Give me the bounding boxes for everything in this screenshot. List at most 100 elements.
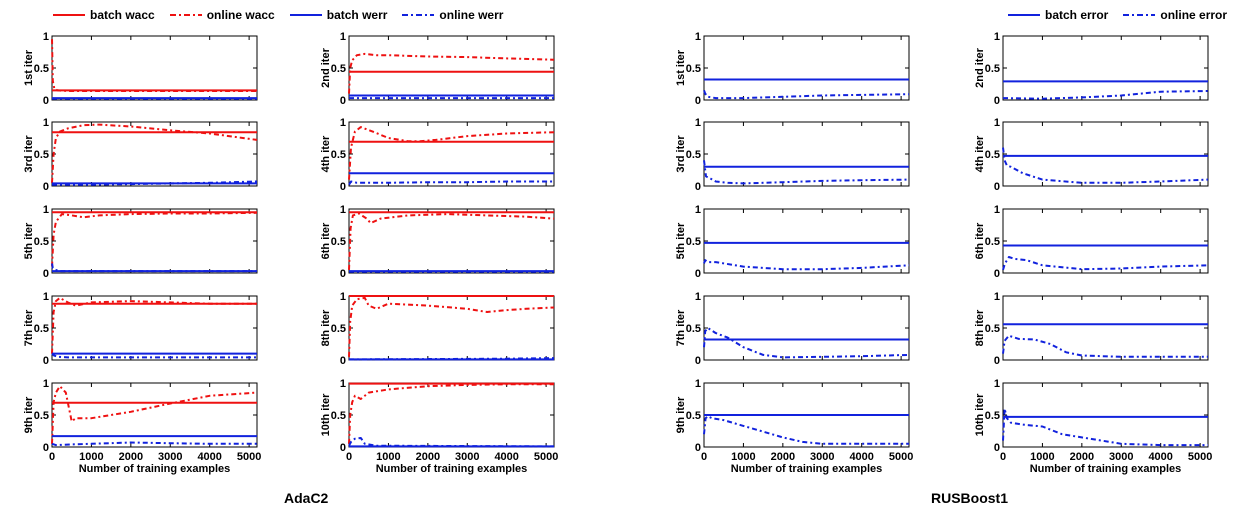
panel-ylabel: 8th iter — [320, 309, 332, 346]
y-tick-label: 0.5 — [686, 410, 701, 422]
axes-box — [348, 35, 555, 101]
subplot-panel: 0 0.5 1 5th iter — [23, 204, 258, 280]
subplot-panel: 0 0.5 1 5th iter — [675, 204, 910, 280]
y-tick-label: 0 — [340, 355, 346, 367]
subplot-panel: 0 0.5 1 0 1000 2000 3000 4000 5000 10th iter Numbe… — [320, 378, 558, 475]
x-tick-label: 1000 — [731, 451, 755, 463]
series-line — [703, 327, 910, 359]
panel-ylabel: 1st iter — [675, 49, 687, 86]
panel-ylabel: 4th iter — [974, 135, 986, 172]
y-tick-label: 0.5 — [686, 323, 701, 335]
legend-swatch — [1008, 14, 1040, 16]
panel-ylabel: 9th iter — [675, 396, 687, 433]
panel-ylabel: 6th iter — [320, 222, 332, 259]
y-tick-label: 0.5 — [985, 236, 1000, 248]
series-line — [348, 212, 555, 270]
series-line — [348, 383, 554, 444]
y-tick-label: 1 — [695, 291, 701, 303]
x-axis-label: Number of training examples — [79, 463, 231, 475]
panel-ylabel: 2nd iter — [974, 47, 986, 87]
chart-title-rusboost1: RUSBoost1 — [931, 490, 1009, 506]
series-line — [1002, 256, 1209, 271]
y-tick-label: 1 — [340, 117, 346, 129]
x-axis-label: Number of training examples — [1030, 463, 1182, 475]
y-tick-label: 1 — [994, 204, 1000, 216]
x-tick-label: 3000 — [158, 451, 182, 463]
x-tick-label: 2000 — [1070, 451, 1094, 463]
y-tick-label: 0 — [695, 95, 701, 107]
y-tick-label: 1 — [43, 291, 49, 303]
y-tick-label: 1 — [695, 204, 701, 216]
y-tick-label: 0 — [695, 355, 701, 367]
subplot-panel: 0 0.5 1 7th iter — [23, 291, 258, 367]
y-tick-label: 0 — [994, 95, 1000, 107]
series-line — [703, 90, 910, 100]
panel-ylabel: 2nd iter — [320, 47, 332, 87]
x-tick-label: 1000 — [376, 451, 400, 463]
series-line — [348, 52, 555, 94]
subplot-panel: 0 0.5 1 2nd iter — [974, 31, 1209, 107]
panel-ylabel: 10th iter — [974, 393, 986, 437]
y-tick-label: 0 — [43, 442, 49, 454]
axes-box — [348, 382, 555, 448]
subplot-panel: 0 0.5 1 0 1000 2000 3000 4000 5000 10th iter Numbe… — [974, 378, 1212, 475]
series-line — [348, 126, 555, 180]
legend-label: online error — [1160, 8, 1228, 22]
panel-ylabel: 3rd iter — [23, 135, 35, 173]
series-line — [52, 180, 258, 186]
subplot-panel: 0 0.5 1 6th iter — [974, 204, 1209, 280]
axes-box — [1002, 121, 1209, 187]
axes-box — [51, 295, 258, 361]
series-line — [703, 160, 910, 185]
x-tick-label: 4000 — [494, 451, 518, 463]
axes-box — [348, 295, 555, 361]
series-line — [1002, 147, 1209, 184]
y-tick-label: 1 — [994, 31, 1000, 43]
legend-swatch — [289, 14, 322, 16]
series-line — [1002, 334, 1208, 358]
legend-swatch — [53, 14, 85, 16]
subplot-panel: 0 0.5 1 6th iter — [320, 204, 555, 280]
legend-item: online wacc — [169, 8, 275, 22]
y-tick-label: 0.5 — [985, 323, 1000, 335]
series-line — [51, 352, 257, 359]
x-tick-label: 2000 — [771, 451, 795, 463]
y-tick-label: 1 — [994, 117, 1000, 129]
y-tick-label: 1 — [43, 31, 49, 43]
y-tick-label: 0 — [340, 181, 346, 193]
series-line — [51, 211, 258, 267]
y-tick-label: 0.5 — [331, 149, 346, 161]
x-tick-label: 5000 — [237, 451, 261, 463]
x-axis-label: Number of training examples — [376, 463, 528, 475]
panel-ylabel: 6th iter — [974, 222, 986, 259]
y-tick-label: 0 — [994, 268, 1000, 280]
axes-box — [1002, 35, 1209, 101]
x-tick-label: 2000 — [416, 451, 440, 463]
y-tick-label: 1 — [994, 378, 1000, 390]
axes-box — [703, 208, 910, 274]
x-tick-label: 1000 — [79, 451, 103, 463]
x-tick-label: 0 — [1000, 451, 1006, 463]
y-tick-label: 1 — [340, 204, 346, 216]
x-tick-label: 2000 — [119, 451, 143, 463]
panel-ylabel: 7th iter — [675, 309, 687, 346]
x-tick-label: 5000 — [534, 451, 558, 463]
y-tick-label: 1 — [43, 378, 49, 390]
x-tick-label: 3000 — [810, 451, 834, 463]
panel-ylabel: 8th iter — [974, 309, 986, 346]
series-line — [348, 357, 555, 361]
axes-box — [703, 121, 910, 187]
axes-box — [1002, 295, 1209, 361]
y-tick-label: 0 — [340, 442, 346, 454]
legend-swatch — [169, 14, 202, 16]
axes-box — [51, 208, 258, 274]
y-tick-label: 0.5 — [686, 236, 701, 248]
subplot-panel: 0 0.5 1 4th iter — [320, 117, 555, 193]
x-tick-label: 3000 — [455, 451, 479, 463]
axes-box — [51, 35, 258, 101]
y-tick-label: 0.5 — [985, 149, 1000, 161]
legend-label: online wacc — [206, 8, 275, 22]
y-tick-label: 0 — [43, 181, 49, 193]
y-tick-label: 1 — [340, 291, 346, 303]
